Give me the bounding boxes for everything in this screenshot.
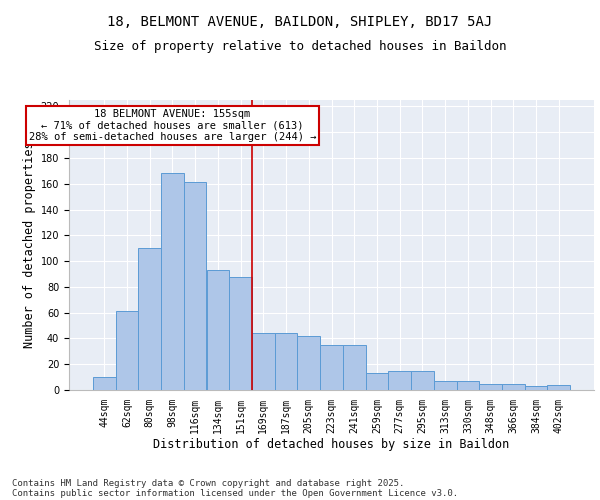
- Bar: [139, 248, 161, 390]
- Bar: [479, 384, 502, 390]
- Y-axis label: Number of detached properties: Number of detached properties: [23, 142, 37, 348]
- Bar: [547, 385, 570, 390]
- Bar: [502, 384, 524, 390]
- Bar: [411, 370, 434, 390]
- Bar: [93, 377, 116, 390]
- Bar: [161, 174, 184, 390]
- Text: Contains HM Land Registry data © Crown copyright and database right 2025.: Contains HM Land Registry data © Crown c…: [12, 478, 404, 488]
- Text: 18, BELMONT AVENUE, BAILDON, SHIPLEY, BD17 5AJ: 18, BELMONT AVENUE, BAILDON, SHIPLEY, BD…: [107, 15, 493, 29]
- Bar: [524, 386, 547, 390]
- Bar: [388, 370, 411, 390]
- Bar: [320, 345, 343, 390]
- Bar: [365, 373, 388, 390]
- Bar: [184, 182, 206, 390]
- Bar: [343, 345, 365, 390]
- Bar: [116, 312, 139, 390]
- Bar: [229, 276, 252, 390]
- X-axis label: Distribution of detached houses by size in Baildon: Distribution of detached houses by size …: [154, 438, 509, 452]
- Bar: [298, 336, 320, 390]
- Bar: [457, 381, 479, 390]
- Text: Contains public sector information licensed under the Open Government Licence v3: Contains public sector information licen…: [12, 488, 458, 498]
- Bar: [252, 334, 275, 390]
- Bar: [206, 270, 229, 390]
- Text: Size of property relative to detached houses in Baildon: Size of property relative to detached ho…: [94, 40, 506, 53]
- Bar: [275, 334, 298, 390]
- Bar: [434, 381, 457, 390]
- Text: 18 BELMONT AVENUE: 155sqm
← 71% of detached houses are smaller (613)
28% of semi: 18 BELMONT AVENUE: 155sqm ← 71% of detac…: [29, 109, 316, 142]
